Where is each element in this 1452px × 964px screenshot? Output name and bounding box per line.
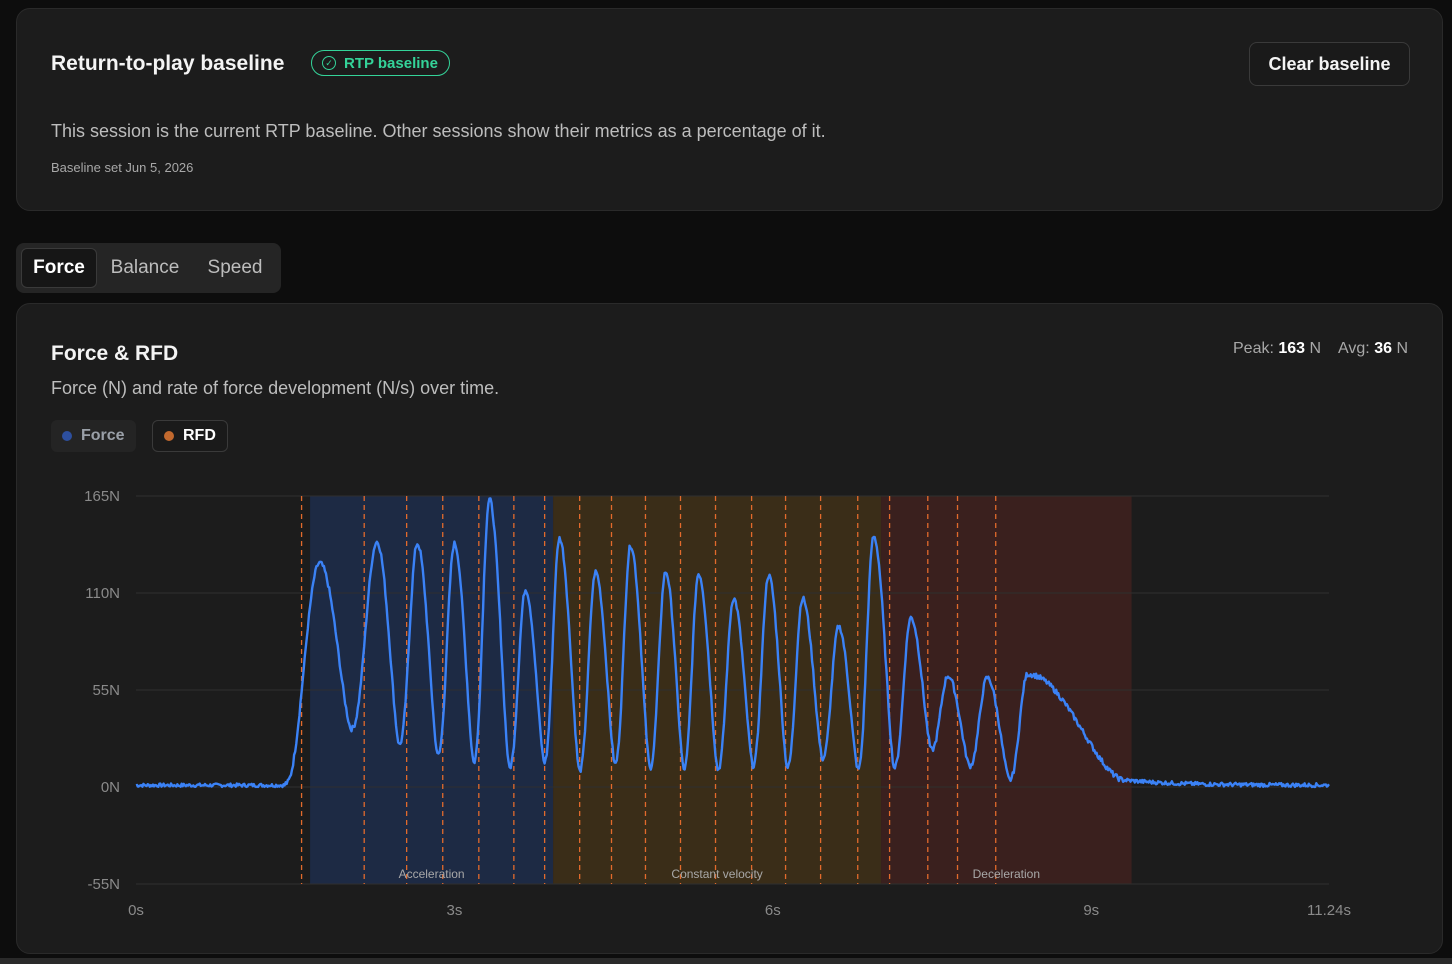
y-tick-label: 0N: [101, 779, 120, 796]
force-chart[interactable]: 165N 110N 55N 0N -55N 0s 3s 6s 9s 11.24s Accelerat…: [17, 304, 1442, 953]
avg-value: 36: [1374, 340, 1392, 357]
x-tick-label: 0s: [128, 902, 144, 919]
x-tick-label: 11.24s: [1307, 902, 1351, 919]
legend-toggle-rfd[interactable]: RFD: [152, 420, 228, 452]
avg-label: Avg:: [1338, 340, 1370, 357]
force-chart-card: Force & RFD Force (N) and rate of force …: [16, 303, 1443, 954]
avg-unit: N: [1396, 340, 1408, 357]
peak-unit: N: [1309, 340, 1322, 357]
legend-toggle-force[interactable]: Force: [51, 420, 136, 452]
rtp-badge-label: RTP baseline: [344, 54, 438, 72]
x-tick-label: 9s: [1083, 902, 1099, 919]
phase-label: Constant velocity: [671, 867, 762, 881]
baseline-date: Baseline set Jun 5, 2026: [51, 160, 194, 175]
y-tick-label: 55N: [92, 682, 120, 699]
chart-title: Force & RFD: [51, 342, 179, 365]
legend-force-label: Force: [81, 427, 125, 444]
baseline-card: Return-to-play baseline ✓ RTP baseline C…: [16, 8, 1443, 211]
baseline-description: This session is the current RTP baseline…: [51, 121, 826, 141]
y-tick-label: 165N: [84, 488, 120, 505]
clear-baseline-button[interactable]: Clear baseline: [1249, 42, 1410, 86]
legend-rfd-label: RFD: [183, 427, 216, 444]
chart-subtitle: Force (N) and rate of force development …: [51, 378, 500, 398]
phase-label: Deceleration: [973, 867, 1040, 881]
metric-tabs: Force Balance Speed: [16, 243, 281, 293]
tab-speed[interactable]: Speed: [207, 257, 263, 278]
force-series-line: [135, 497, 1330, 789]
baseline-title: Return-to-play baseline: [51, 52, 285, 75]
y-tick-label: 110N: [85, 585, 120, 602]
rfd-legend-dot: [164, 431, 174, 441]
phase-label: Acceleration: [399, 867, 465, 881]
rtp-baseline-badge: ✓ RTP baseline: [311, 50, 450, 76]
chart-stats: Peak: 163 N Avg: 36 N: [1233, 340, 1408, 358]
peak-label: Peak:: [1233, 340, 1274, 357]
horizontal-scrollbar[interactable]: [0, 958, 1452, 964]
force-legend-dot: [62, 431, 72, 441]
peak-value: 163: [1278, 340, 1306, 357]
x-tick-label: 3s: [446, 902, 462, 919]
tab-force[interactable]: Force: [21, 248, 97, 288]
x-tick-label: 6s: [765, 902, 781, 919]
y-tick-label: -55N: [87, 876, 120, 893]
tab-balance[interactable]: Balance: [110, 257, 180, 278]
check-circle-icon: ✓: [322, 56, 336, 70]
